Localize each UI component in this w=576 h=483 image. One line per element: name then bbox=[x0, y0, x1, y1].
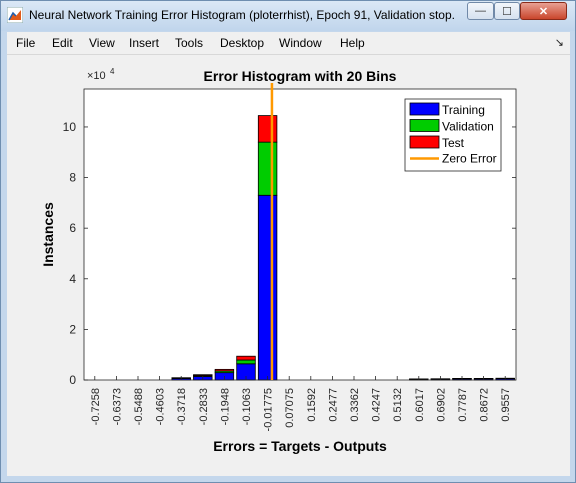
dock-arrow-icon[interactable]: ↘ bbox=[554, 37, 564, 49]
y-tick-label: 6 bbox=[69, 221, 76, 235]
menu-desktop[interactable]: Desktop bbox=[220, 36, 265, 50]
legend-label-training: Training bbox=[442, 103, 485, 117]
y-tick-label: 8 bbox=[69, 171, 76, 185]
figure-canvas: 0 2 4 6 8 10 -0.7258 -0.6373 -0.5488 -0.4603 -0.3… bbox=[7, 55, 570, 476]
plot-frame bbox=[83, 88, 517, 381]
y-tick-label: 2 bbox=[69, 322, 76, 336]
x-tick-label: 0.3362 bbox=[349, 388, 361, 422]
legend-swatch-test bbox=[409, 135, 440, 149]
bar-validation--0.1063 bbox=[236, 359, 256, 365]
error-histogram-chart: 0 2 4 6 8 10 -0.7258 -0.6373 -0.5488 -0.4603 -0.3… bbox=[40, 67, 517, 454]
menu-edit[interactable]: Edit bbox=[52, 36, 73, 50]
maximize-icon: ☐ bbox=[502, 5, 512, 18]
legend-label-test: Test bbox=[442, 136, 465, 150]
x-tick-label: 0.7787 bbox=[457, 388, 469, 422]
bar-test--0.1063 bbox=[236, 355, 256, 361]
x-tick-label: -0.1063 bbox=[241, 388, 253, 425]
x-tick-label: 0.8672 bbox=[479, 388, 491, 422]
x-tick-label: 0.6017 bbox=[414, 388, 426, 422]
bar-validation--0.01775 bbox=[257, 141, 278, 196]
y-exponent-label: ×10 bbox=[87, 70, 106, 82]
bar-test--0.2833 bbox=[193, 374, 213, 376]
legend: Training Validation Test Zero Error bbox=[404, 98, 502, 172]
x-tick-label: 0.2477 bbox=[327, 388, 339, 422]
x-tick-label: 0.07075 bbox=[284, 388, 296, 428]
x-tick-label: 0.5132 bbox=[392, 388, 404, 422]
title-bar[interactable]: Neural Network Training Error Histogram … bbox=[1, 1, 575, 31]
maximize-button[interactable]: ☐ bbox=[494, 2, 520, 20]
x-tick-label: 0.6902 bbox=[435, 388, 447, 422]
x-tick-label: -0.01775 bbox=[263, 388, 275, 431]
close-icon: ✕ bbox=[538, 5, 549, 18]
window-title: Neural Network Training Error Histogram … bbox=[29, 8, 455, 22]
close-button[interactable]: ✕ bbox=[520, 2, 567, 20]
menu-window[interactable]: Window bbox=[279, 36, 322, 50]
minimize-button[interactable]: — bbox=[467, 2, 494, 20]
menu-bar: File Edit View Insert Tools Desktop Wind… bbox=[7, 32, 570, 55]
menu-view[interactable]: View bbox=[89, 36, 115, 50]
menu-file[interactable]: File bbox=[16, 36, 36, 50]
menu-insert[interactable]: Insert bbox=[129, 36, 160, 50]
x-tick-label: 0.4247 bbox=[371, 388, 383, 422]
x-axis-label: Errors = Targets - Outputs bbox=[213, 438, 387, 454]
legend-label-zero-error: Zero Error bbox=[442, 152, 497, 166]
legend-label-validation: Validation bbox=[442, 120, 494, 134]
x-tick-label: -0.3718 bbox=[176, 388, 188, 425]
bar-test--0.01775 bbox=[257, 115, 278, 143]
x-tick-label: 0.1592 bbox=[306, 388, 318, 422]
minimize-icon: — bbox=[475, 5, 486, 17]
bar-test--0.1948 bbox=[214, 368, 235, 372]
y-tick-label: 4 bbox=[69, 272, 76, 286]
x-tick-label: -0.6373 bbox=[111, 388, 123, 425]
menu-help[interactable]: Help bbox=[340, 36, 365, 50]
matlab-icon bbox=[7, 7, 23, 23]
y-axis-label: Instances bbox=[40, 202, 56, 267]
menu-tools[interactable]: Tools bbox=[175, 36, 204, 50]
y-tick-label: 10 bbox=[63, 120, 77, 134]
y-exponent-power: 4 bbox=[110, 67, 115, 76]
x-tick-label: -0.2833 bbox=[198, 388, 210, 425]
bar-training--0.01775 bbox=[257, 194, 278, 381]
legend-swatch-training bbox=[409, 102, 440, 116]
x-tick-label: -0.5488 bbox=[133, 388, 145, 425]
y-tick-label: 0 bbox=[69, 373, 76, 387]
legend-swatch-validation bbox=[409, 119, 440, 132]
x-tick-label: -0.1948 bbox=[219, 388, 231, 425]
chart-title: Error Histogram with 20 Bins bbox=[204, 68, 397, 84]
x-tick-label: -0.7258 bbox=[90, 388, 102, 425]
x-tick-label: 0.9557 bbox=[500, 388, 512, 422]
x-tick-label: -0.4603 bbox=[155, 388, 167, 425]
